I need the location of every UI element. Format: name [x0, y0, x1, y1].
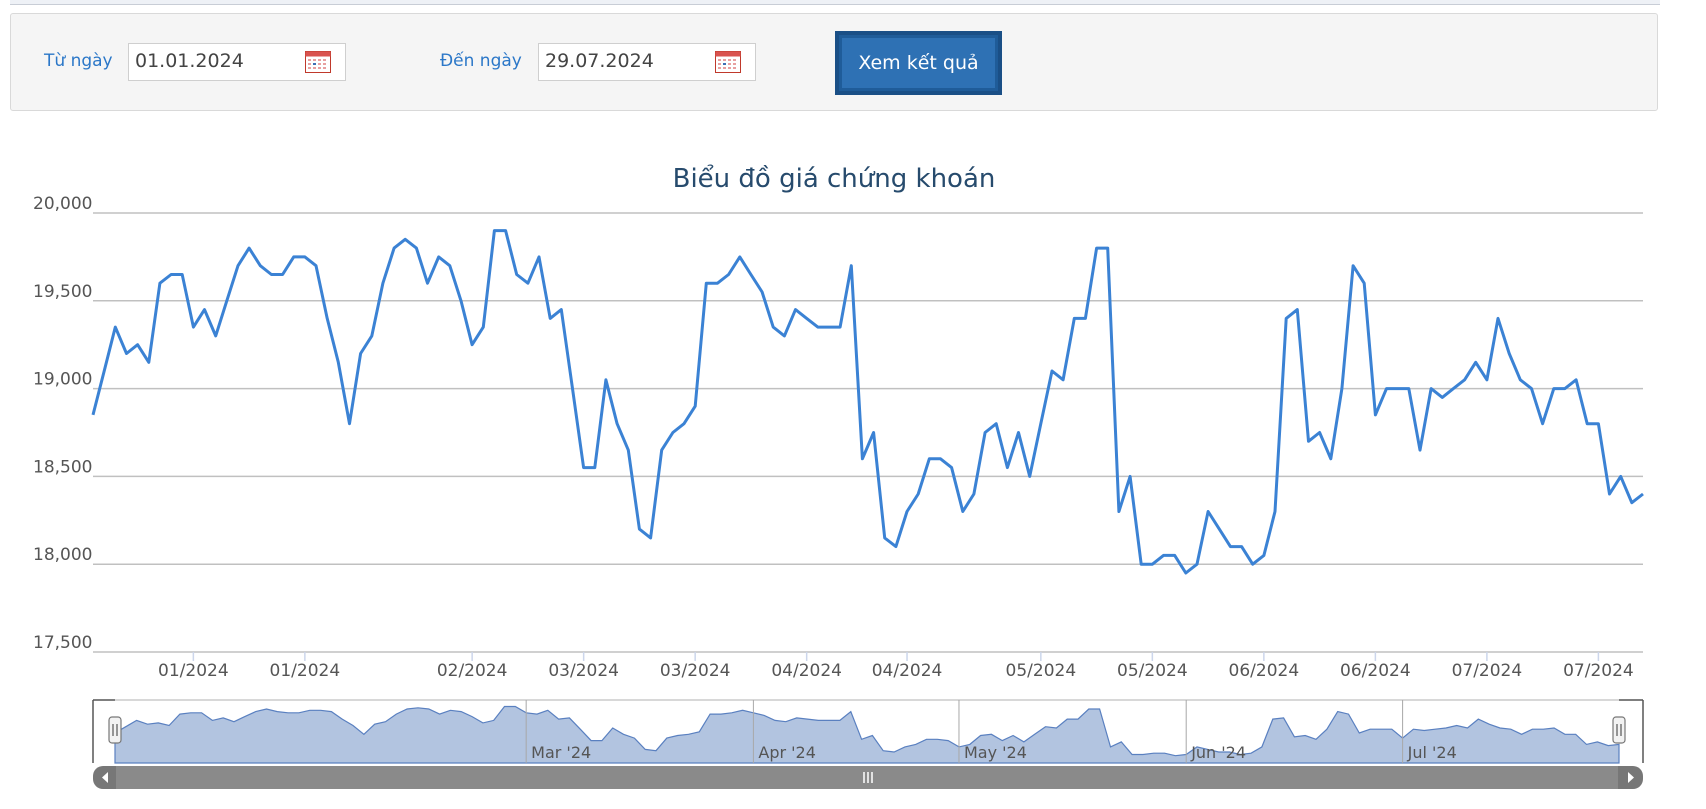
view-results-label: Xem kết quả: [842, 38, 995, 88]
to-date-value: 29.07.2024: [545, 50, 654, 72]
x-tick-label: 03/2024: [548, 661, 619, 681]
price-series[interactable]: [91, 229, 1644, 575]
calendar-icon[interactable]: [715, 51, 741, 73]
x-tick-label: 06/2024: [1229, 661, 1300, 681]
x-tick-label: 02/2024: [437, 661, 508, 681]
y-tick-label: 17,500: [33, 633, 92, 653]
price-line[interactable]: [91, 229, 1644, 575]
y-tick-label: 19,500: [33, 282, 92, 302]
y-tick-label: 18,500: [33, 457, 92, 477]
view-results-button[interactable]: Xem kết quả: [835, 31, 1002, 95]
x-tick-label: 05/2024: [1117, 661, 1188, 681]
to-date-label: Đến ngày: [440, 51, 522, 71]
navigator-month-label: May '24: [964, 743, 1027, 762]
x-tick-label: 04/2024: [872, 661, 943, 681]
top-border: [10, 0, 1660, 5]
to-date-input[interactable]: 29.07.2024: [538, 43, 756, 81]
scrollbar-thumb[interactable]: [116, 766, 1618, 789]
x-tick-label: 01/2024: [158, 661, 229, 681]
range-navigator[interactable]: Mar '24 Apr '24 May '24 Jun '24 Jul '24: [92, 699, 1644, 789]
chart-title: Biểu đồ giá chứng khoán: [673, 163, 996, 194]
x-tick-label: 04/2024: [771, 661, 842, 681]
y-tick-label: 18,000: [33, 545, 92, 565]
y-tick-label: 19,000: [33, 370, 92, 390]
navigator-month-label: Jul '24: [1407, 743, 1457, 762]
y-axis-labels: 20,000 19,500 19,000 18,500 18,000 17,500: [33, 194, 92, 653]
from-date-label: Từ ngày: [44, 51, 113, 71]
scroll-right-arrow-icon[interactable]: [1628, 772, 1634, 783]
x-tick-label: 05/2024: [1006, 661, 1077, 681]
from-date-value: 01.01.2024: [135, 50, 244, 72]
scrollbar-grip-icon: [863, 772, 873, 783]
navigator-right-handle[interactable]: [1612, 716, 1626, 744]
scroll-left-arrow-icon[interactable]: [102, 772, 108, 783]
navigator-month-label: Apr '24: [758, 743, 816, 762]
x-tick-label: 06/2024: [1340, 661, 1411, 681]
x-axis-labels: 01/2024 01/2024 02/2024 03/2024 03/2024 04/20…: [158, 652, 1634, 681]
navigator-month-label: Mar '24: [531, 743, 591, 762]
navigator-left-handle[interactable]: [108, 716, 122, 744]
x-tick-label: 07/2024: [1563, 661, 1634, 681]
calendar-icon[interactable]: [305, 51, 331, 73]
y-gridlines: [93, 212, 1643, 653]
x-tick-label: 03/2024: [660, 661, 731, 681]
navigator-month-label: Jun '24: [1190, 743, 1246, 762]
navigator-area: [114, 705, 1620, 764]
x-tick-label: 01/2024: [270, 661, 341, 681]
x-tick-label: 07/2024: [1452, 661, 1523, 681]
from-date-input[interactable]: 01.01.2024: [128, 43, 346, 81]
y-tick-label: 20,000: [33, 194, 92, 214]
